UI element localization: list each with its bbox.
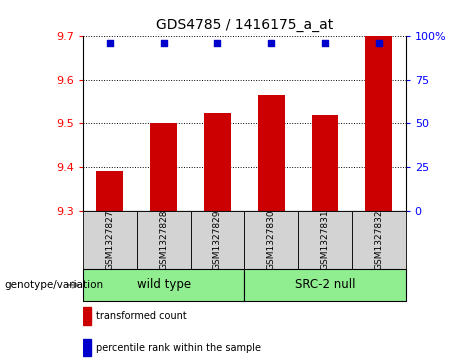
Text: wild type: wild type: [136, 278, 191, 291]
Bar: [137, 211, 190, 269]
Text: GSM1327831: GSM1327831: [320, 209, 330, 270]
Point: [267, 40, 275, 46]
Bar: [244, 211, 298, 269]
Bar: [83, 307, 91, 325]
Text: genotype/variation: genotype/variation: [5, 280, 104, 290]
Text: GSM1327828: GSM1327828: [159, 209, 168, 270]
Text: GSM1327829: GSM1327829: [213, 209, 222, 270]
Text: percentile rank within the sample: percentile rank within the sample: [96, 343, 261, 353]
Point: [321, 40, 329, 46]
Text: GSM1327830: GSM1327830: [267, 209, 276, 270]
Bar: [244, 269, 406, 301]
Point: [375, 40, 383, 46]
Bar: [312, 115, 338, 211]
Bar: [365, 36, 392, 211]
Text: GSM1327827: GSM1327827: [106, 209, 114, 270]
Text: SRC-2 null: SRC-2 null: [295, 278, 355, 291]
Bar: [83, 211, 137, 269]
Text: GSM1327832: GSM1327832: [374, 209, 383, 270]
Point: [106, 40, 113, 46]
Text: transformed count: transformed count: [96, 311, 187, 321]
Bar: [204, 113, 231, 211]
Bar: [96, 171, 123, 211]
Bar: [352, 211, 406, 269]
Bar: [150, 123, 177, 211]
Bar: [258, 95, 284, 211]
Bar: [190, 211, 244, 269]
Point: [160, 40, 167, 46]
Bar: [83, 339, 91, 356]
Bar: [83, 269, 244, 301]
Title: GDS4785 / 1416175_a_at: GDS4785 / 1416175_a_at: [156, 19, 333, 33]
Bar: [298, 211, 352, 269]
Point: [214, 40, 221, 46]
